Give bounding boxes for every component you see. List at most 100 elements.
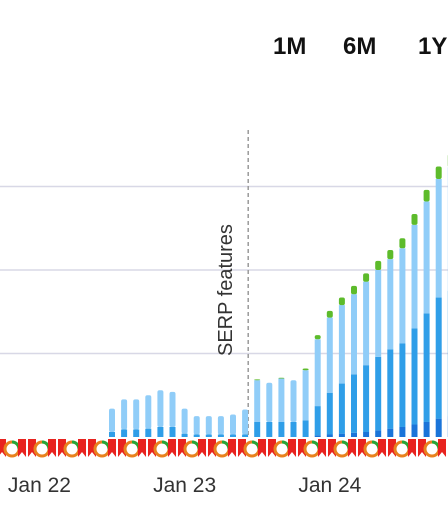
bar-segment-light bbox=[254, 380, 261, 422]
x-axis: Jan 22 Jan 23 Jan 24 bbox=[8, 474, 362, 497]
serp-marker-flag[interactable] bbox=[28, 439, 36, 457]
bar-segment-light bbox=[314, 339, 321, 407]
serp-marker-flag[interactable] bbox=[328, 439, 336, 457]
bar-segment-light bbox=[375, 270, 382, 357]
bar-segment-mid bbox=[387, 349, 394, 429]
serp-marker-flag[interactable] bbox=[48, 439, 56, 457]
bar-segment-dark bbox=[351, 432, 357, 437]
bar-segment-light bbox=[266, 382, 273, 422]
bar-segment-top bbox=[435, 166, 442, 179]
bar-segment-light bbox=[133, 399, 140, 430]
serp-marker-flag[interactable] bbox=[388, 439, 396, 457]
bar-segment-mid bbox=[338, 383, 345, 434]
bar-segment-mid bbox=[435, 297, 442, 419]
x-tick-label: Jan 24 bbox=[298, 474, 361, 497]
x-tick-label: Jan 22 bbox=[8, 474, 71, 497]
bar-segment-mid bbox=[157, 426, 164, 437]
serp-marker-flag[interactable] bbox=[258, 439, 266, 457]
bar-segment-top bbox=[423, 189, 430, 202]
bar-segment-light bbox=[217, 416, 224, 435]
x-tick-label: Jan 23 bbox=[153, 474, 216, 497]
serp-marker-flag[interactable] bbox=[228, 439, 236, 457]
bar-segment-light bbox=[169, 391, 176, 427]
bar-segment-mid bbox=[423, 313, 430, 422]
bar-segment-light bbox=[326, 317, 333, 393]
serp-marker-flag[interactable] bbox=[268, 439, 276, 457]
bar-segment-light bbox=[109, 408, 115, 432]
bar-segment-light bbox=[338, 305, 345, 384]
gridlines bbox=[0, 185, 448, 355]
bar-segment-light bbox=[363, 281, 370, 366]
bar-segment-top bbox=[302, 368, 309, 371]
serp-marker-flag[interactable] bbox=[78, 439, 86, 457]
bar-segment-light bbox=[205, 416, 212, 435]
range-button-1m[interactable]: 1M bbox=[273, 33, 307, 60]
bar-segment-light bbox=[230, 414, 236, 435]
serp-marker-flag[interactable] bbox=[208, 439, 216, 457]
bars bbox=[109, 155, 448, 437]
serp-marker-flag[interactable] bbox=[58, 439, 66, 457]
bar-segment-mid bbox=[254, 421, 261, 437]
serp-marker-flag[interactable] bbox=[438, 439, 446, 457]
bar-segment-light bbox=[302, 370, 309, 421]
bar-segment-top bbox=[411, 214, 418, 225]
bar-segment-dark bbox=[338, 433, 345, 437]
bar-segment-light bbox=[242, 409, 249, 435]
serp-marker-flag[interactable] bbox=[18, 439, 26, 457]
bar-segment-light bbox=[435, 178, 442, 298]
serp-marker-flag[interactable] bbox=[198, 439, 206, 457]
serp-marker-flag[interactable] bbox=[318, 439, 326, 457]
serp-marker-flag[interactable] bbox=[148, 439, 156, 457]
bar-segment-light bbox=[351, 294, 357, 375]
bar-segment-light bbox=[387, 259, 394, 350]
bar-segment-mid bbox=[363, 365, 370, 432]
serp-marker-flag[interactable] bbox=[178, 439, 186, 457]
bar-segment-top bbox=[399, 238, 406, 249]
bar-segment-light bbox=[399, 248, 406, 344]
bar-segment-mid bbox=[217, 434, 224, 437]
bar-segment-dark bbox=[387, 428, 394, 437]
bar-segment-mid bbox=[169, 426, 176, 437]
bar-segment-mid bbox=[109, 431, 115, 437]
bar-segment-light bbox=[121, 399, 128, 430]
range-button-6m[interactable]: 6M bbox=[343, 33, 377, 60]
serp-marker-flag[interactable] bbox=[238, 439, 246, 457]
serp-marker-flag[interactable] bbox=[298, 439, 306, 457]
bar-segment-dark bbox=[411, 424, 418, 437]
serp-marker-flag[interactable] bbox=[408, 439, 416, 457]
bar-segment-mid bbox=[326, 392, 333, 435]
bar-segment-top bbox=[351, 285, 357, 295]
serp-marker-flag[interactable] bbox=[378, 439, 386, 457]
bar-segment-mid bbox=[375, 356, 382, 431]
bar-segment-mid bbox=[133, 429, 140, 437]
bar-segment-mid bbox=[411, 328, 418, 425]
bar-segment-top bbox=[338, 297, 345, 306]
serp-marker-flag[interactable] bbox=[88, 439, 96, 457]
bar-segment-mid bbox=[266, 421, 273, 437]
bar-segment-dark bbox=[399, 426, 406, 437]
serp-marker-flag[interactable] bbox=[138, 439, 146, 457]
serp-feature-markers[interactable] bbox=[0, 439, 448, 458]
bar-segment-light bbox=[278, 378, 285, 422]
bar-segment-top bbox=[326, 310, 333, 318]
bar-segment-dark bbox=[435, 418, 442, 437]
serp-marker-flag[interactable] bbox=[348, 439, 356, 457]
bar-segment-mid bbox=[193, 434, 200, 437]
serp-marker-flag[interactable] bbox=[108, 439, 116, 457]
serp-marker-flag[interactable] bbox=[168, 439, 176, 457]
bar-segment-mid bbox=[290, 421, 297, 437]
bar-segment-mid bbox=[205, 434, 212, 437]
bar-segment-dark bbox=[375, 430, 382, 437]
bar-segment-mid bbox=[230, 434, 236, 437]
bar-segment-top bbox=[254, 379, 261, 381]
bar-segment-light bbox=[411, 224, 418, 329]
serp-marker-flag[interactable] bbox=[288, 439, 296, 457]
serp-marker-flag[interactable] bbox=[118, 439, 126, 457]
serp-marker-flag[interactable] bbox=[358, 439, 366, 457]
bar-segment-light bbox=[181, 408, 188, 434]
bar-segment-top bbox=[375, 260, 382, 270]
serp-marker-flag[interactable] bbox=[418, 439, 426, 457]
range-button-1y[interactable]: 1Y bbox=[418, 33, 448, 60]
bar-segment-top bbox=[278, 377, 285, 379]
